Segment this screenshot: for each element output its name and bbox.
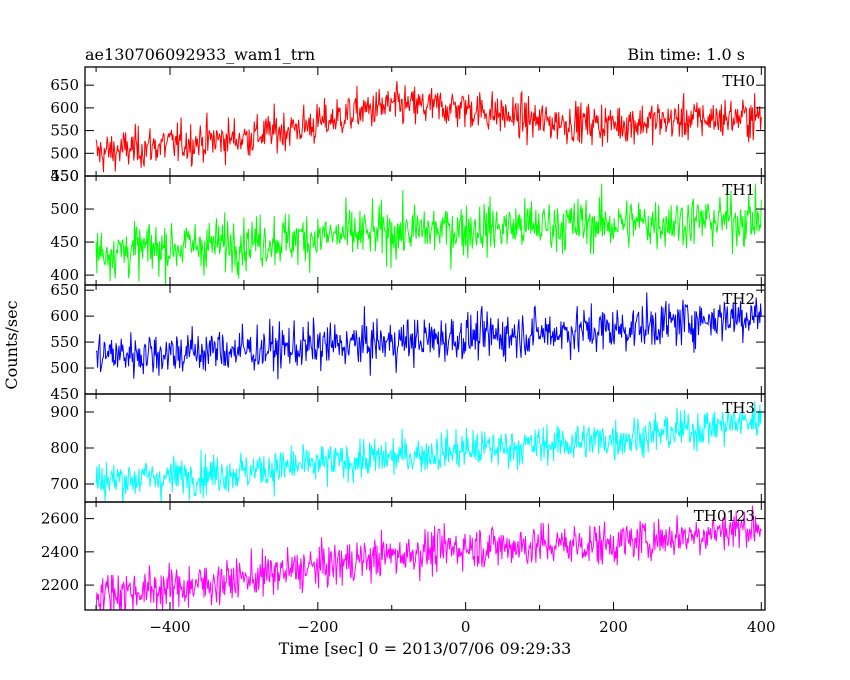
- panel-label-th0123: TH0123: [694, 507, 755, 525]
- panel-label-th3: TH3: [722, 399, 755, 417]
- panel-th1: 400 450 500 550 TH1: [50, 167, 766, 286]
- panel-label-th1: TH1: [722, 181, 755, 199]
- y-tick-label: 900: [50, 403, 79, 421]
- y-tick-label: 500: [50, 144, 79, 162]
- y-tick-label: 450: [50, 167, 79, 185]
- panel-label-th2: TH2: [722, 290, 755, 308]
- y-tick-label: 2400: [41, 543, 79, 561]
- panel-th0123: 2200 2400 2600 TH0123: [41, 501, 766, 611]
- panels-group: 450 500 550 600 650 TH0 400 450 500 550 TH1 450 500 5…: [41, 66, 776, 636]
- series-line-th2: [95, 292, 762, 380]
- x-tick-label: 200: [599, 618, 628, 636]
- y-tick-label: 2200: [41, 576, 79, 594]
- y-tick-label: 700: [50, 475, 79, 493]
- panel-frame: [84, 501, 766, 611]
- y-tick-label: 450: [50, 233, 79, 251]
- x-tick-label: 0: [461, 618, 471, 636]
- chart-title: ae130706092933_wam1_trn: [85, 45, 315, 64]
- series-line-th0123: [95, 505, 762, 610]
- x-tick-label: −200: [297, 618, 338, 636]
- y-tick-label: 450: [50, 385, 79, 403]
- y-axis-label: Counts/sec: [2, 300, 21, 389]
- panel-th3: 700 800 900 TH3: [50, 393, 766, 503]
- series-line-th0: [95, 80, 762, 173]
- y-tick-label: 400: [50, 266, 79, 284]
- panel-label-th0: TH0: [722, 72, 755, 90]
- y-tick-label: 650: [50, 281, 79, 299]
- panel-th0: 450 500 550 600 650 TH0: [50, 66, 766, 185]
- y-tick-label: 600: [50, 99, 79, 117]
- x-tick-label: 400: [747, 618, 776, 636]
- panel-frame: [84, 66, 766, 177]
- bin-time-label: Bin time: 1.0 s: [627, 45, 745, 64]
- series-line-th3: [95, 401, 762, 502]
- y-tick-label: 550: [50, 333, 79, 351]
- y-tick-label: 500: [50, 200, 79, 218]
- series-line-th1: [95, 183, 762, 285]
- y-tick-label: 2600: [41, 510, 79, 528]
- y-tick-label: 650: [50, 76, 79, 94]
- panel-th2: 450 500 550 600 650 TH2: [50, 281, 766, 403]
- x-axis-label: Time [sec] 0 = 2013/07/06 09:29:33: [279, 639, 572, 658]
- y-tick-label: 600: [50, 307, 79, 325]
- panel-frame: [84, 284, 766, 395]
- y-tick-label: 800: [50, 439, 79, 457]
- y-tick-label: 550: [50, 122, 79, 140]
- y-tick-label: 500: [50, 359, 79, 377]
- x-tick-label: −400: [149, 618, 190, 636]
- y-tick-label: 550: [50, 167, 79, 185]
